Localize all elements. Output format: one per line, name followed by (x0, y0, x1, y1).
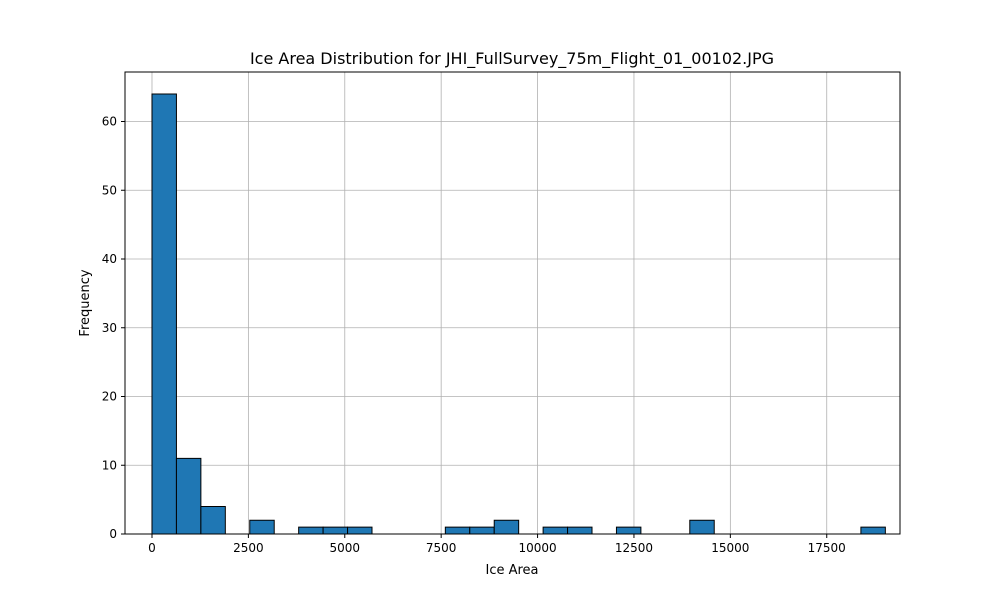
histogram-bar (298, 526, 324, 535)
x-axis-ticks: 0 2500 5000 7500 10000 12500 15000 17500 (148, 534, 846, 555)
histogram-bar (493, 519, 520, 535)
plot-area (125, 72, 900, 534)
y-axis-ticks: 0 10 20 30 40 50 60 (102, 115, 125, 541)
y-tick-label: 10 (102, 458, 117, 472)
histogram-bars (151, 93, 886, 535)
histogram-bar (444, 526, 471, 535)
y-axis-label: Frequency (78, 269, 93, 336)
x-tick-label: 7500 (426, 541, 457, 555)
histogram-bar (249, 519, 275, 535)
y-tick-label: 30 (102, 321, 117, 335)
x-tick-label: 10000 (518, 541, 556, 555)
x-axis-label: Ice Area (485, 563, 538, 578)
histogram-bar (689, 519, 715, 535)
x-tick-label: 12500 (615, 541, 653, 555)
chart-title: Ice Area Distribution for JHI_FullSurvey… (250, 49, 774, 69)
histogram-bar (860, 526, 886, 535)
x-tick-label: 17500 (808, 541, 846, 555)
y-tick-label: 60 (102, 115, 117, 129)
histogram-bar (200, 506, 226, 535)
y-tick-label: 20 (102, 390, 117, 404)
y-tick-label: 50 (102, 183, 117, 197)
histogram-bar (567, 526, 593, 535)
x-tick-label: 5000 (330, 541, 361, 555)
y-tick-label: 40 (102, 252, 117, 266)
histogram-bar (151, 93, 177, 535)
histogram-bar (615, 526, 642, 535)
y-tick-label: 0 (109, 527, 117, 541)
histogram-bar (347, 526, 373, 535)
histogram-bar (322, 526, 349, 535)
histogram-bar (175, 457, 202, 535)
x-tick-label: 2500 (233, 541, 264, 555)
x-tick-label: 15000 (711, 541, 749, 555)
histogram-bar (542, 526, 569, 535)
x-tick-label: 0 (148, 541, 156, 555)
plot-frame (124, 71, 901, 535)
histogram-bar (469, 526, 495, 535)
